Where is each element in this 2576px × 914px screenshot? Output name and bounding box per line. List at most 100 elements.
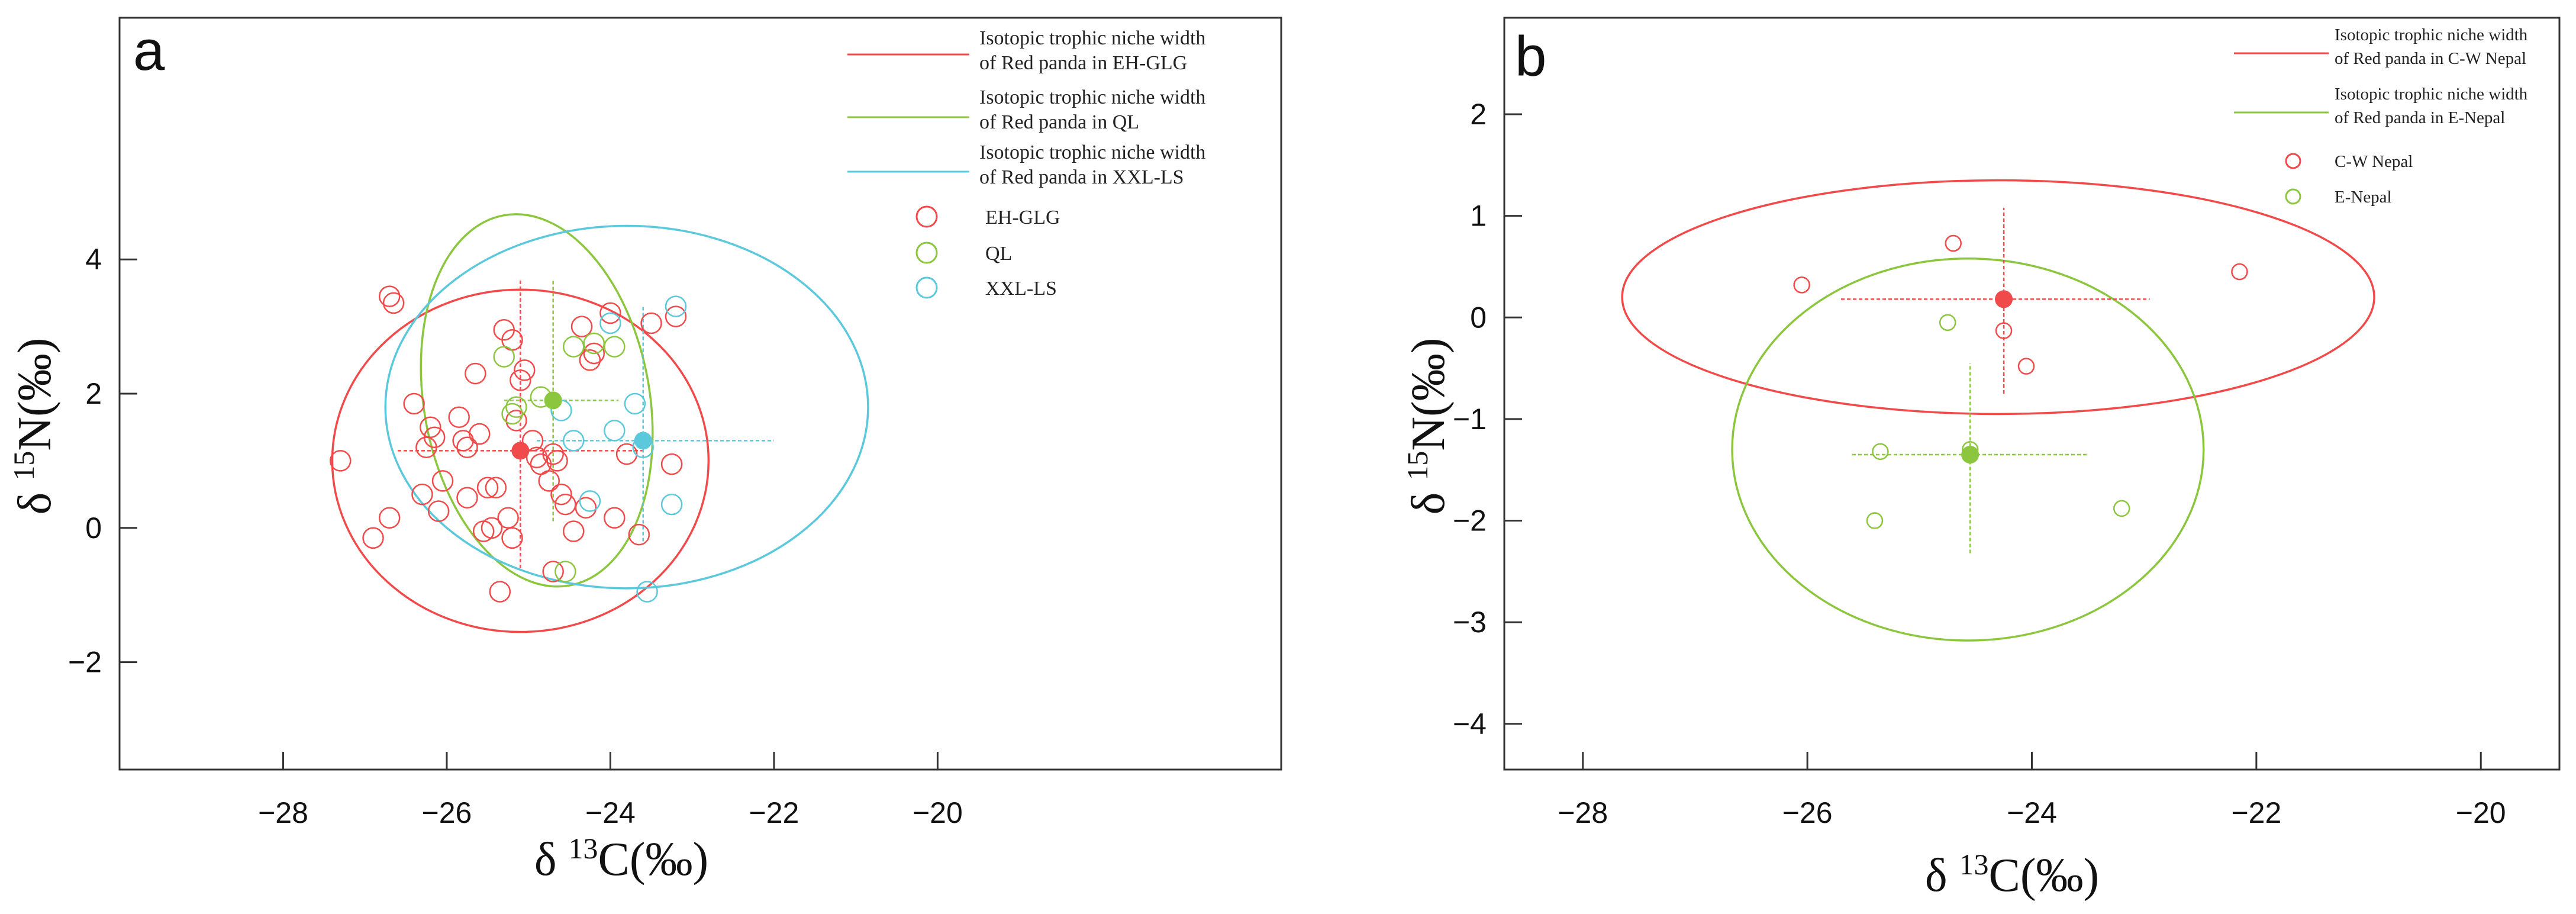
legend-marker-label: QL — [985, 243, 1012, 265]
panel-a-y-axis: −2 0 2 4 — [68, 243, 137, 679]
legend-marker-label: C-W Nepal — [2335, 152, 2413, 171]
data-point-ql — [554, 561, 576, 582]
mean-point-xxl-ls — [634, 432, 652, 450]
panel-b: b −28 −26 −24 −22 −20 −4 −3 −2 −1 0 1 2 Isotopic t… — [1401, 17, 2561, 902]
legend-marker-ql — [915, 242, 938, 264]
panel-a-means — [511, 391, 652, 460]
data-point-eh-glg — [497, 507, 519, 529]
data-point-eh-glg — [510, 369, 531, 391]
panel-b-y-axis: −4 −3 −2 −1 0 1 2 — [1453, 98, 1522, 741]
legend-text: of Red panda in E-Nepal — [2335, 108, 2505, 127]
data-point-eh-glg — [628, 523, 650, 546]
legend-marker-label: XXL-LS — [985, 278, 1057, 300]
mean-point-eh-glg — [511, 442, 530, 460]
y-tick-label: −3 — [1453, 606, 1487, 639]
legend-text: of Red panda in C-W Nepal — [2335, 49, 2526, 68]
data-point-c-w-nepal — [1793, 276, 1810, 294]
data-point-xxl-ls — [599, 312, 621, 334]
legend-marker-label: EH-GLG — [985, 207, 1060, 228]
x-tick-label: −26 — [1782, 796, 1833, 829]
data-point-eh-glg — [521, 430, 544, 452]
data-point-eh-glg — [431, 470, 454, 492]
mean-point-ql — [544, 391, 562, 410]
data-point-xxl-ls — [665, 295, 687, 317]
panel-a-sd-bars — [398, 279, 774, 568]
data-point-eh-glg — [505, 410, 527, 432]
legend-marker-e-nepal — [2285, 188, 2301, 205]
data-point-eh-glg — [660, 453, 683, 475]
niche-ellipse-ql — [420, 213, 654, 588]
data-point-eh-glg — [562, 520, 585, 542]
panel-b-x-axis: −28 −26 −24 −22 −20 — [1558, 752, 2506, 829]
data-point-xxl-ls — [562, 430, 585, 452]
legend-text: of Red panda in QL — [979, 111, 1139, 133]
legend-marker-xxl-ls — [915, 276, 938, 299]
x-tick-label: −22 — [749, 796, 799, 829]
data-point-eh-glg — [525, 446, 548, 468]
x-tick-label: −24 — [585, 796, 636, 829]
panel-b-means — [1961, 290, 2013, 464]
data-point-ql — [604, 336, 626, 358]
data-point-eh-glg — [382, 292, 405, 314]
data-point-eh-glg — [579, 349, 601, 371]
panel-a-x-axis: −28 −26 −24 −22 −20 — [258, 752, 963, 829]
panel-a-x-axis-label: δ 13C(‰) — [534, 832, 708, 886]
data-point-eh-glg — [542, 561, 564, 582]
data-point-xxl-ls — [636, 581, 658, 603]
data-point-eh-glg — [599, 302, 621, 324]
data-point-c-w-nepal — [1995, 322, 2013, 339]
panel-b-points — [1793, 234, 2248, 529]
data-point-ql — [583, 332, 605, 355]
panel-b-plot-frame — [1503, 17, 2561, 771]
panel-a-label: a — [133, 19, 165, 82]
legend-text: of Red panda in XXL-LS — [979, 166, 1184, 188]
y-tick-label: 2 — [1470, 98, 1487, 131]
legend-text: of Red panda in EH-GLG — [979, 52, 1187, 74]
data-point-eh-glg — [403, 392, 425, 415]
mean-point-c-w-nepal — [1995, 290, 2013, 308]
niche-ellipse-xxl-ls — [384, 224, 869, 590]
x-tick-label: −28 — [1558, 796, 1608, 829]
data-point-eh-glg — [570, 316, 593, 337]
y-tick-label: −2 — [1453, 504, 1487, 538]
data-point-c-w-nepal — [1945, 234, 1962, 252]
data-point-eh-glg — [423, 426, 446, 448]
data-point-eh-glg — [456, 487, 478, 509]
data-point-eh-glg — [456, 436, 478, 458]
data-point-eh-glg — [550, 483, 572, 506]
data-point-xxl-ls — [660, 493, 683, 516]
data-point-eh-glg — [485, 477, 507, 498]
data-point-eh-glg — [542, 443, 564, 465]
x-tick-label: −20 — [913, 796, 963, 829]
legend-text: Isotopic trophic niche width — [2335, 85, 2528, 104]
data-point-e-nepal — [1939, 314, 1956, 332]
y-tick-label: 2 — [85, 377, 102, 410]
x-tick-label: −22 — [2231, 796, 2281, 829]
data-point-eh-glg — [465, 362, 486, 385]
data-point-ql — [501, 403, 523, 425]
data-point-e-nepal — [2113, 500, 2130, 517]
legend-text: Isotopic trophic niche width — [979, 86, 1205, 108]
y-tick-label: −4 — [1453, 707, 1487, 741]
y-tick-label: 0 — [1470, 301, 1487, 334]
y-tick-label: 1 — [1470, 199, 1487, 233]
panel-a-legend: Isotopic trophic niche width of Red pand… — [847, 27, 1205, 300]
data-point-xxl-ls — [624, 392, 646, 415]
data-point-eh-glg — [514, 359, 536, 381]
data-point-eh-glg — [583, 342, 605, 365]
panel-b-legend: Isotopic trophic niche width of Red pand… — [2234, 25, 2528, 207]
panel-a-y-axis-label: δ 15N(‰) — [7, 338, 61, 515]
data-point-eh-glg — [362, 527, 384, 549]
panel-b-y-axis-label: δ 15N(‰) — [1401, 338, 1455, 515]
data-point-xxl-ls — [604, 420, 626, 442]
data-point-ql — [505, 396, 527, 418]
legend-marker-cw-nepal — [2285, 153, 2301, 169]
legend-text: Isotopic trophic niche width — [2335, 25, 2528, 44]
data-point-eh-glg — [448, 406, 470, 428]
data-point-eh-glg — [615, 443, 638, 465]
data-point-ql — [493, 346, 515, 368]
data-point-xxl-ls — [579, 490, 601, 512]
panel-b-x-axis-label: δ 13C(‰) — [1925, 848, 2099, 902]
data-point-eh-glg — [427, 500, 450, 522]
